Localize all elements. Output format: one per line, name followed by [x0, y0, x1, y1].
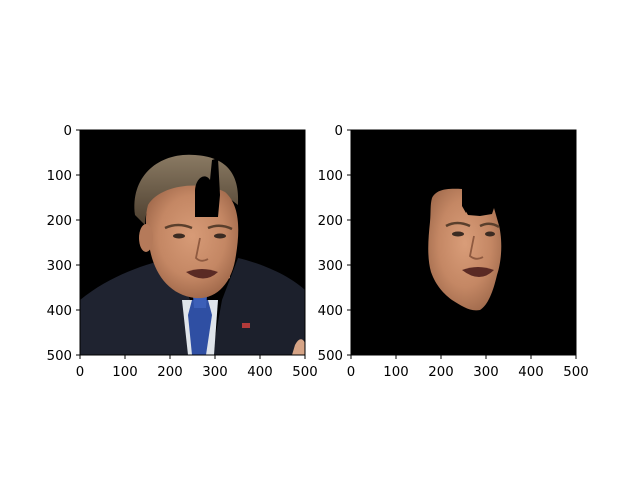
right-axes-ticks	[347, 129, 577, 359]
mask-notch	[462, 189, 466, 213]
eyebrow-right	[207, 224, 233, 231]
left-image-content	[80, 154, 305, 355]
right-axes-frame	[350, 129, 577, 356]
left-image-panel	[79, 129, 306, 356]
left-y-tick-labels: 0 100 200 300 400 500	[47, 124, 72, 364]
tie	[188, 300, 212, 355]
left-xtick-300: 300	[202, 365, 227, 380]
left-ytick-500: 500	[47, 349, 72, 364]
eyebrow-right	[479, 222, 500, 229]
left-xtick-400: 400	[247, 365, 272, 380]
right-xtick-200: 200	[428, 365, 453, 380]
nose	[469, 235, 484, 260]
nose	[195, 237, 209, 262]
ear	[139, 224, 153, 252]
right-ytick-500: 500	[318, 349, 343, 364]
right-ytick-300: 300	[318, 259, 343, 274]
right-image-panel	[350, 129, 577, 356]
occlusion-patch	[195, 158, 220, 217]
right-xtick-0: 0	[347, 365, 355, 380]
left-xtick-200: 200	[157, 365, 182, 380]
eye-left	[173, 233, 185, 239]
eye-right	[214, 233, 226, 239]
right-ytick-0: 0	[335, 124, 343, 139]
right-ytick-100: 100	[318, 169, 343, 184]
tie-knot	[193, 296, 207, 308]
hand	[292, 339, 305, 355]
left-xtick-100: 100	[112, 365, 137, 380]
left-xtick-500: 500	[292, 365, 317, 380]
right-xtick-100: 100	[383, 365, 408, 380]
suit-jacket-right	[212, 258, 305, 355]
eye-left	[452, 231, 464, 237]
left-ytick-0: 0	[64, 124, 72, 139]
left-axes-frame	[79, 129, 306, 356]
right-xtick-400: 400	[518, 365, 543, 380]
mouth	[462, 267, 494, 277]
left-x-tick-labels: 0 100 200 300 400 500	[76, 365, 318, 380]
left-ytick-400: 400	[47, 304, 72, 319]
right-ytick-400: 400	[318, 304, 343, 319]
mouth	[186, 269, 218, 279]
right-ytick-200: 200	[318, 214, 343, 229]
right-image-content	[428, 188, 502, 311]
eye-right	[485, 231, 495, 237]
right-xtick-300: 300	[473, 365, 498, 380]
right-x-tick-labels: 0 100 200 300 400 500	[347, 365, 589, 380]
left-axes-ticks	[76, 129, 306, 359]
right-xtick-500: 500	[563, 365, 588, 380]
segmented-face	[428, 188, 502, 311]
right-y-tick-labels: 0 100 200 300 400 500	[318, 124, 343, 364]
eyebrow-left	[164, 223, 193, 230]
eyebrow-left	[445, 221, 471, 228]
lapel-pin	[242, 323, 250, 328]
left-ytick-300: 300	[47, 259, 72, 274]
left-ytick-200: 200	[47, 214, 72, 229]
left-ytick-100: 100	[47, 169, 72, 184]
left-xtick-0: 0	[76, 365, 84, 380]
